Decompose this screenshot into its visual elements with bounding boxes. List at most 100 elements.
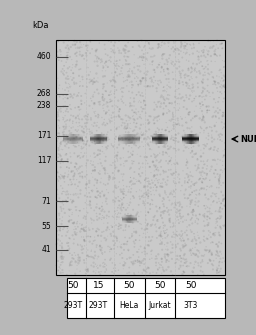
Point <box>199 125 203 130</box>
Point <box>91 81 95 87</box>
Point <box>55 90 59 96</box>
Point <box>174 54 178 60</box>
Point <box>142 183 146 189</box>
Point <box>205 187 209 192</box>
Point <box>116 205 120 210</box>
Point <box>150 147 154 152</box>
Point <box>123 121 127 126</box>
Point <box>111 50 115 56</box>
Point <box>151 270 155 275</box>
Point <box>90 241 94 246</box>
Point <box>58 243 62 248</box>
Point <box>133 133 137 138</box>
Point <box>185 159 189 164</box>
Point <box>209 194 213 199</box>
Point <box>135 151 139 157</box>
Bar <box>152 136 168 137</box>
Point <box>67 169 71 174</box>
Point <box>62 68 66 73</box>
Point <box>77 120 81 125</box>
Point <box>202 170 207 176</box>
Point <box>220 41 224 46</box>
Point <box>89 205 93 211</box>
Point <box>75 230 79 235</box>
Point <box>168 218 172 223</box>
Bar <box>63 141 82 142</box>
Point <box>174 108 178 113</box>
Point <box>217 116 221 121</box>
Point <box>161 85 165 90</box>
Point <box>184 257 188 262</box>
Point <box>72 92 76 97</box>
Point <box>103 61 107 66</box>
Point <box>196 164 200 170</box>
Point <box>192 67 196 72</box>
Point <box>187 178 191 183</box>
Point <box>200 180 204 185</box>
Point <box>218 174 222 179</box>
Point <box>70 65 74 70</box>
Point <box>116 136 121 141</box>
Point <box>71 124 75 130</box>
Point <box>180 94 185 100</box>
Point <box>200 253 204 258</box>
Point <box>105 80 109 86</box>
Point <box>215 270 219 276</box>
Point <box>197 263 201 268</box>
Point <box>80 45 84 50</box>
Point <box>115 66 119 72</box>
Point <box>199 78 204 84</box>
Point <box>127 125 132 131</box>
Point <box>57 107 61 113</box>
Point <box>217 263 221 268</box>
Point <box>199 186 203 191</box>
Bar <box>182 142 199 143</box>
Point <box>129 196 133 202</box>
Point <box>188 204 192 209</box>
Point <box>88 203 92 208</box>
Point <box>105 201 109 207</box>
Point <box>148 61 152 67</box>
Point <box>222 222 227 228</box>
Point <box>164 150 168 155</box>
Point <box>167 198 172 203</box>
Point <box>166 252 170 258</box>
Point <box>100 208 104 214</box>
Point <box>102 135 106 140</box>
Point <box>159 80 163 85</box>
Point <box>145 50 150 56</box>
Point <box>162 228 166 234</box>
Point <box>132 120 136 125</box>
Point <box>134 136 138 142</box>
Point <box>81 129 86 134</box>
Point <box>182 148 186 153</box>
Point <box>163 254 167 259</box>
Point <box>57 213 61 218</box>
Point <box>131 129 135 134</box>
Bar <box>159 134 160 144</box>
Point <box>182 104 186 110</box>
Point <box>142 62 146 67</box>
Point <box>82 238 86 243</box>
Point <box>202 203 207 208</box>
Point <box>175 233 179 239</box>
Point <box>59 172 63 177</box>
Point <box>150 256 154 261</box>
Point <box>207 133 211 138</box>
Point <box>120 201 124 206</box>
Point <box>204 248 208 253</box>
Point <box>118 222 122 228</box>
Point <box>58 226 62 231</box>
Point <box>73 164 77 169</box>
Point <box>60 191 64 196</box>
Point <box>109 256 113 261</box>
Point <box>166 174 170 180</box>
Point <box>108 78 112 83</box>
Point <box>80 117 84 122</box>
Point <box>88 198 92 204</box>
Point <box>210 199 215 205</box>
Point <box>179 49 183 54</box>
Point <box>102 209 106 214</box>
Point <box>114 185 118 191</box>
Point <box>219 226 223 231</box>
